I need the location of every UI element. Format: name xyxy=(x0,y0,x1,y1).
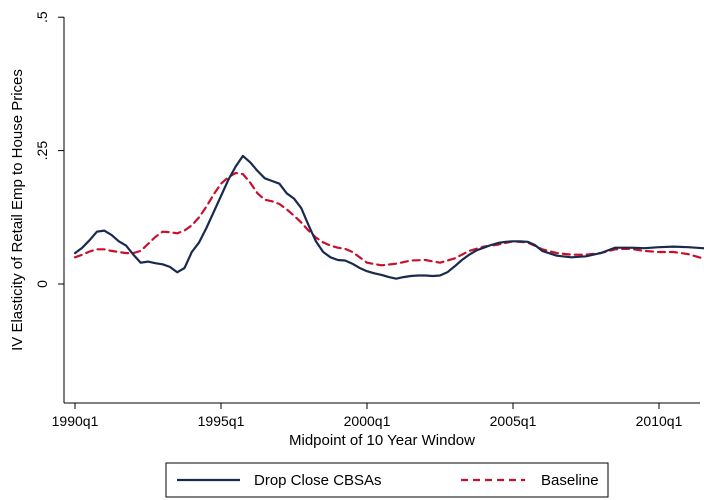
series-line-baseline xyxy=(73,171,704,267)
x-axis-title: Midpoint of 10 Year Window xyxy=(289,432,475,449)
x-tick-label: 2005q1 xyxy=(490,413,537,429)
y-tick-label: .25 xyxy=(34,141,50,161)
x-tick-label: 2010q1 xyxy=(636,413,683,429)
series-line-drop-close-cbsas xyxy=(73,154,704,280)
legend: Drop Close CBSAs Baseline xyxy=(165,462,609,498)
legend-label-drop-close-cbsas: Drop Close CBSAs xyxy=(254,472,382,489)
legend-label-baseline: Baseline xyxy=(541,472,599,489)
y-tick-label: .5 xyxy=(34,11,50,23)
plot-area xyxy=(73,154,704,280)
y-axis-ticks: 0 .25 .5 xyxy=(34,11,64,288)
x-tick-label: 1990q1 xyxy=(52,413,99,429)
x-tick-label: 2000q1 xyxy=(344,413,391,429)
x-tick-label: 1995q1 xyxy=(198,413,245,429)
x-axis-ticks: 1990q1 1995q1 2000q1 2005q1 2010q1 xyxy=(52,403,683,429)
y-axis-title: IV Elasticity of Retail Emp to House Pri… xyxy=(9,69,26,351)
y-tick-label: 0 xyxy=(34,280,50,288)
